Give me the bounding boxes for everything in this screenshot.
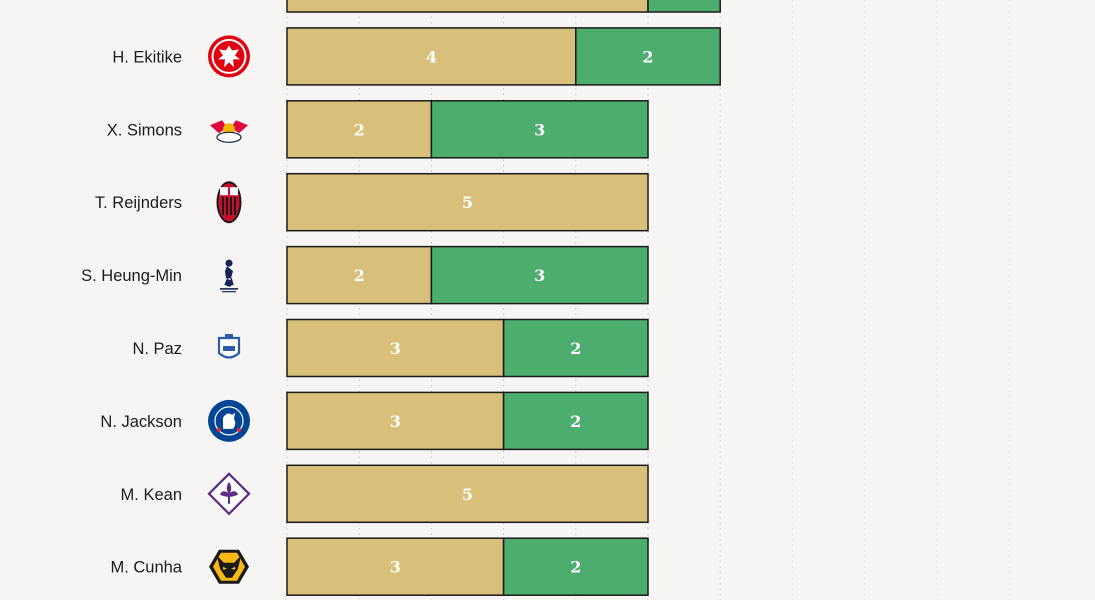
- player-label-m-kean: M. Kean: [121, 486, 182, 504]
- bar-segment-x-simons-1: [286, 100, 433, 159]
- player-label-t-reijnders: T. Reijnders: [95, 194, 182, 212]
- bar-segment-n-paz-1: [286, 318, 505, 378]
- player-labels: H. Ekitike X. Simons T. Reijnders S. Heung-…: [81, 48, 183, 576]
- value-label-s-heung-min-1: 2: [354, 266, 365, 285]
- ac-milan-crest-icon: [216, 181, 242, 224]
- player-label-n-paz: N. Paz: [132, 340, 182, 358]
- value-label-n-paz-2: 2: [570, 339, 581, 358]
- bar-segment-s-heung-min-1: [286, 245, 433, 305]
- bar-segment-s-heung-min-2: [430, 245, 649, 305]
- bar-segment-h-ekitike-2: [575, 27, 721, 86]
- value-label-h-ekitike-1: 4: [426, 47, 437, 66]
- player-label-s-heung-min: S. Heung-Min: [81, 267, 182, 285]
- bar-segment-row-2: [647, 0, 721, 13]
- value-label-s-heung-min-2: 3: [534, 266, 545, 285]
- bar-segment-n-jackson-2: [502, 391, 649, 451]
- chelsea-crest-icon: [208, 399, 250, 442]
- bar-segment-x-simons-2: [430, 100, 649, 159]
- player-label-m-cunha: M. Cunha: [110, 559, 182, 577]
- value-label-h-ekitike-2: 2: [642, 47, 653, 66]
- club-crests: [207, 35, 251, 584]
- bar-segment-t-reijnders-1: [286, 172, 649, 232]
- bar-segment-m-cunha-2: [502, 537, 649, 596]
- como-crest-icon: [217, 334, 241, 359]
- value-label-x-simons-2: 3: [534, 120, 545, 139]
- player-label-h-ekitike: H. Ekitike: [112, 48, 182, 66]
- value-label-m-cunha-2: 2: [570, 558, 581, 577]
- player-label-x-simons: X. Simons: [107, 121, 182, 139]
- rb-leipzig-crest-icon: [210, 120, 248, 143]
- eintracht-frankfurt-crest-icon: [208, 35, 250, 78]
- bar-segment-n-jackson-1: [286, 391, 505, 451]
- wolves-crest-icon: [209, 549, 249, 584]
- value-label-t-reijnders-1: 5: [462, 193, 473, 212]
- bar-segment-row-1: [286, 0, 649, 13]
- bar-segment-m-cunha-1: [286, 537, 505, 596]
- value-label-n-jackson-2: 2: [570, 412, 581, 431]
- value-label-n-jackson-1: 3: [390, 412, 401, 431]
- value-label-m-kean-1: 5: [462, 485, 473, 504]
- player-label-n-jackson: N. Jackson: [100, 413, 182, 431]
- bar-segment-m-kean-1: [286, 464, 649, 524]
- tottenham-crest-icon: [220, 259, 238, 293]
- fiorentina-crest-icon: [207, 472, 251, 516]
- bars: 4 2 2 3 5 2 3 3 2 3 2 5 3 2: [286, 0, 721, 596]
- grid-lines: [286, 0, 1010, 600]
- value-label-m-cunha-1: 3: [390, 558, 401, 577]
- bar-segment-n-paz-2: [502, 318, 649, 378]
- value-label-x-simons-1: 2: [354, 120, 365, 139]
- value-label-n-paz-1: 3: [390, 339, 401, 358]
